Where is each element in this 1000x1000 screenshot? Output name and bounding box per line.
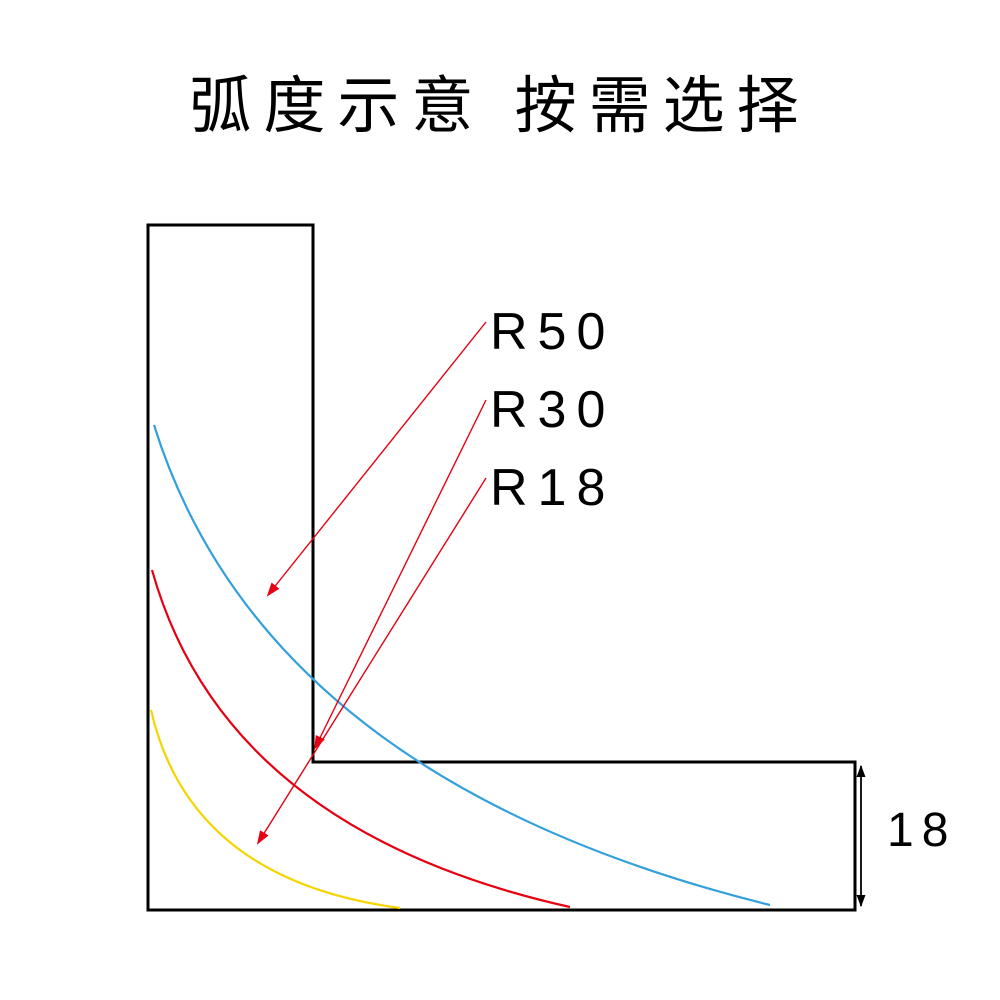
label-r50: R50 (490, 293, 615, 371)
leader-r30 (315, 400, 486, 748)
arc-r18 (151, 710, 400, 908)
label-r30: R30 (490, 371, 615, 449)
label-r18: R18 (490, 449, 615, 527)
arc-r50 (154, 425, 770, 905)
radius-labels-group: R50 R30 R18 (490, 293, 615, 527)
leader-r18 (258, 478, 486, 843)
arc-r30 (152, 570, 570, 907)
leader-r50 (268, 322, 486, 595)
dimension-value: 18 (887, 803, 956, 858)
